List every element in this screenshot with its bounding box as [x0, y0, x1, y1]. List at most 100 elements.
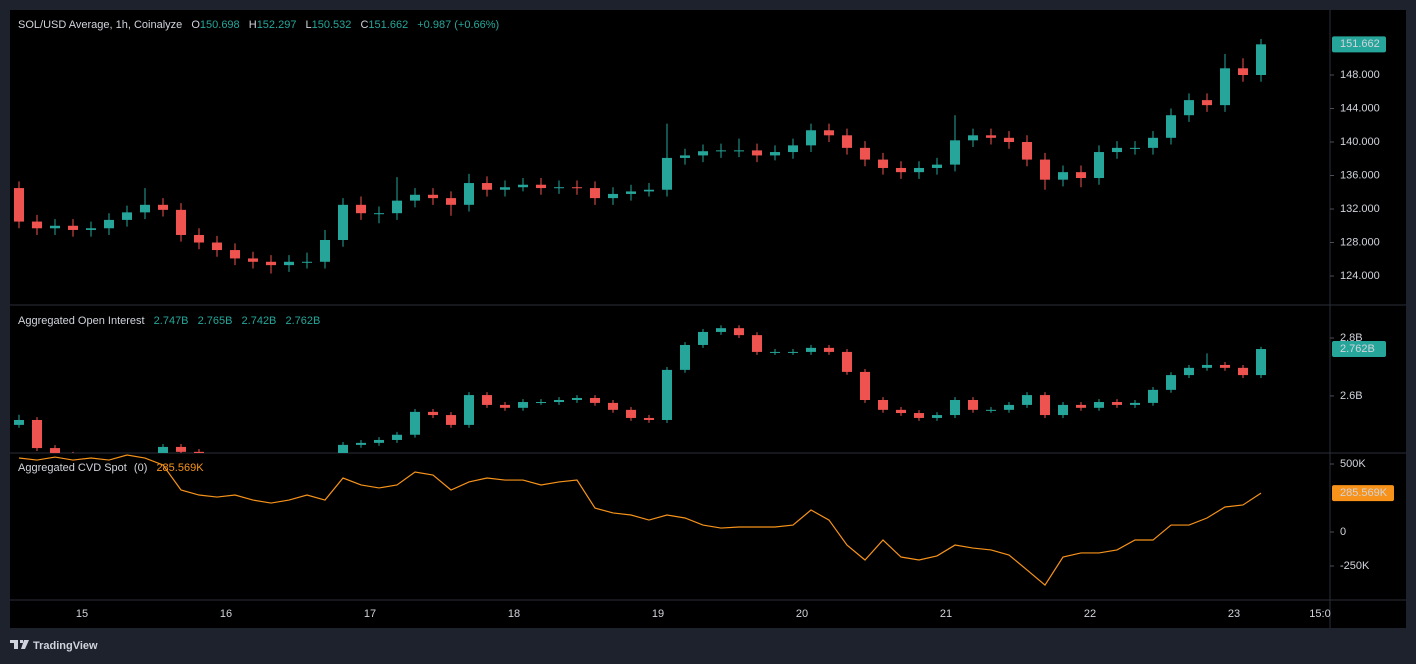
candle-body [68, 225, 78, 230]
cvd-line [18, 454, 1262, 586]
candle-body [1130, 147, 1140, 149]
candle-body [176, 446, 186, 452]
legend-value: 150.698 [200, 19, 240, 31]
candle-body [842, 351, 852, 372]
candle-body [1148, 137, 1158, 148]
x-tick-label: 15 [76, 608, 88, 620]
candle-body [536, 184, 546, 189]
last-value-label: 151.662 [1340, 38, 1380, 50]
candle-body [1004, 137, 1014, 143]
x-tick-label: 18 [508, 608, 520, 620]
candle-body [1058, 404, 1068, 416]
candle-body [1004, 404, 1014, 410]
candle-body [716, 328, 726, 332]
candle-body [950, 399, 960, 416]
candle-body [392, 434, 402, 440]
candle-body [1220, 364, 1230, 368]
candle-body [896, 409, 906, 414]
legend-title: Aggregated CVD Spot [18, 462, 127, 474]
candle-body [1148, 389, 1158, 403]
candle-body [572, 187, 582, 189]
candle-body [482, 183, 492, 190]
candle-body [32, 419, 42, 449]
x-tick-label: 19 [652, 608, 664, 620]
candle-body [914, 413, 924, 418]
plot-layer: 124.000 128.000 132.000 136.000 140.000 144.0… [14, 36, 1394, 620]
candle-body [1238, 68, 1248, 75]
legend-title: Aggregated Open Interest [18, 315, 145, 327]
legend-value: 285.569K [156, 462, 204, 474]
candle-body [824, 130, 834, 136]
legends: SOL/USD Average, 1h, Coinalyze O150.698 … [18, 19, 499, 474]
candle-body [1040, 395, 1050, 416]
candle-body [1130, 402, 1140, 405]
legend: SOL/USD Average, 1h, Coinalyze O150.698 … [18, 19, 499, 31]
candle-body [1184, 100, 1194, 116]
candle-body [50, 448, 60, 453]
candle-body [428, 411, 438, 416]
candle-body [1076, 404, 1086, 408]
legend-label: H [249, 19, 257, 31]
legend-value: 2.742B [242, 315, 277, 327]
candle-body [986, 409, 996, 411]
candle-body [14, 188, 24, 222]
candle-body [1220, 68, 1230, 106]
candle-body [932, 415, 942, 418]
candle-body [104, 219, 114, 229]
candle-body [752, 335, 762, 352]
candle-body [176, 209, 186, 235]
candle-body [1256, 44, 1266, 75]
candle-body [536, 402, 546, 404]
legend-value: 152.297 [257, 19, 297, 31]
legend-param: (0) [134, 462, 147, 474]
last-value-tag [1332, 36, 1386, 53]
candle-body [50, 225, 60, 229]
candle-body [212, 242, 222, 251]
last-value-tag [1332, 485, 1394, 502]
candle-body [518, 402, 528, 408]
legend: Aggregated CVD Spot (0) 285.569K [18, 462, 204, 474]
candle-body [464, 395, 474, 425]
candle-body [374, 213, 384, 215]
candle-body [1022, 395, 1032, 405]
pane [18, 454, 1262, 586]
candle-body [446, 198, 456, 205]
brand-logo [10, 640, 29, 649]
candle-body [590, 397, 600, 403]
candle-body [1058, 172, 1068, 180]
candle-body [860, 371, 870, 400]
candle-body [194, 234, 204, 243]
legend-value: 2.765B [198, 315, 233, 327]
last-value-label: 285.569K [1340, 487, 1388, 499]
pane [14, 325, 1266, 453]
candle-body [410, 194, 420, 201]
y-tick-label: 500K [1340, 458, 1366, 470]
candle-body [788, 351, 798, 353]
candle-body [302, 261, 312, 263]
candle-body [338, 204, 348, 241]
brand-name: TradingView [33, 640, 98, 652]
candle-body [878, 399, 888, 410]
candle-body [1040, 159, 1050, 180]
y-tick-label: 148.000 [1340, 69, 1380, 81]
x-tick-label: 15:0 [1309, 608, 1330, 620]
candle-body [878, 159, 888, 168]
candle-body [230, 250, 240, 259]
candle-body [266, 261, 276, 266]
candle-body [32, 221, 42, 229]
candle-body [680, 344, 690, 370]
candle-body [464, 183, 474, 205]
y-tick-label: 124.000 [1340, 270, 1380, 282]
candle-body [770, 351, 780, 353]
candle-body [698, 151, 708, 156]
candle-body [500, 187, 510, 190]
time-axis: 15 16 17 18 19 20 21 22 23 15:0 [76, 608, 1331, 620]
candle-body [482, 395, 492, 405]
candle-body [662, 369, 672, 420]
candle-body [1256, 349, 1266, 376]
pane [14, 39, 1266, 274]
y-tick-label: 136.000 [1340, 169, 1380, 181]
last-value-label: 2.762B [1340, 343, 1375, 355]
candle-body [1112, 402, 1122, 405]
